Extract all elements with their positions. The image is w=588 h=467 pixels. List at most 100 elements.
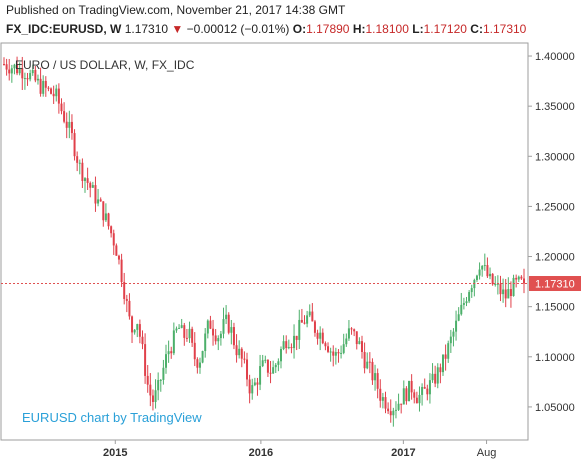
x-tick-label: 2017 [391,447,415,459]
candle-body [441,354,444,373]
y-tick-label: 1.20000 [535,252,575,264]
watermark[interactable]: EURUSD chart by TradingView [22,410,202,425]
candle-body [287,347,290,349]
candle-body [306,315,309,324]
candle-body [355,331,358,345]
candle-body [400,403,403,405]
candle-body [279,349,282,362]
candle-body [159,379,162,381]
candle-body [509,289,512,297]
x-axis: 2015 2016 2017 Aug [103,440,496,459]
candle-body [332,351,335,356]
low-value: 1.17120 [423,22,467,36]
candle-body [376,373,379,389]
candle-body [206,320,209,334]
candle-body [384,397,387,409]
candle-body [337,352,340,354]
candle-body [434,373,437,384]
candle-body [136,324,139,330]
candle-body [55,88,58,97]
candle-body [133,329,136,333]
quote-line: FX_IDC:EURUSD, W 1.17310 ▼ −0.00012 (−0.… [6,22,526,36]
candle-body [515,277,518,280]
candle-body [47,87,50,89]
candle-body [303,322,306,324]
current-price-tag: 1.17310 [529,276,581,292]
candle-body [89,182,92,188]
candle-body [31,69,34,74]
candle-body [504,289,507,299]
candle-body [374,373,377,381]
candle-body [180,325,183,328]
candle-body [468,292,471,302]
candle-body [191,328,194,343]
candle-body [392,410,395,416]
open-value: 1.17890 [306,22,350,36]
candle-body [16,64,19,74]
candle-body [251,385,254,394]
candle-body [104,213,107,221]
candle-body [68,121,71,128]
candle-body [204,333,207,352]
candle-body [123,282,126,299]
candle-body [360,341,363,353]
candle-body [65,121,68,128]
candle-body [329,351,332,353]
candle-body [230,327,233,333]
candle-body [410,380,413,393]
candle-body [353,329,356,332]
candle-body [387,408,390,412]
candle-body [402,388,405,405]
symbol-label: FX_IDC:EURUSD, W [6,22,122,36]
candle-body [13,64,16,69]
candle-body [253,382,256,386]
candle-body [232,327,235,346]
candle-body [277,361,280,365]
candle-body [172,330,175,354]
candle-body [107,213,110,227]
candle-body [340,352,343,354]
candle-body [423,386,426,389]
candle-body [214,335,217,342]
candle-body [259,366,262,385]
candle-body [428,380,431,395]
candle-body [502,289,505,295]
plot-frame [0,42,529,441]
candle-body [36,78,39,81]
candle-body [517,276,520,280]
candle-body [3,64,5,66]
candle-body [256,382,259,385]
candle-body [345,338,348,345]
candle-body [154,390,157,402]
candle-body [78,162,81,164]
candle-body [447,343,450,359]
candle-body [444,354,447,359]
published-caption: Published on TradingView.com, November 2… [6,3,346,17]
candle-body [316,332,319,339]
candle-body [29,73,32,80]
candle-body [470,288,473,293]
candle-body [350,328,353,330]
candle-body [50,88,53,94]
candle-body [146,375,149,385]
candle-body [8,69,11,74]
candle-body [319,332,322,339]
candle-body [334,352,337,356]
candle-body [523,278,525,284]
candle-body [198,362,201,368]
price-chart[interactable]: 1.40000 1.35000 1.30000 1.25000 1.20000 1.150… [0,42,588,467]
candle-body [149,384,152,396]
candle-body [483,265,486,267]
candle-body [381,397,384,401]
x-tick-label: Aug [477,447,497,459]
candle-body [347,328,350,339]
change-arrow-icon: ▼ [171,22,184,36]
candle-body [520,276,523,279]
y-tick-label: 1.35000 [535,101,575,113]
candle-body [298,319,301,340]
candle-body [496,283,499,285]
candle-body [486,265,489,277]
candle-body [439,367,442,373]
open-label: O: [292,22,307,36]
change-value: −0.00012 (−0.01%) [186,22,290,36]
